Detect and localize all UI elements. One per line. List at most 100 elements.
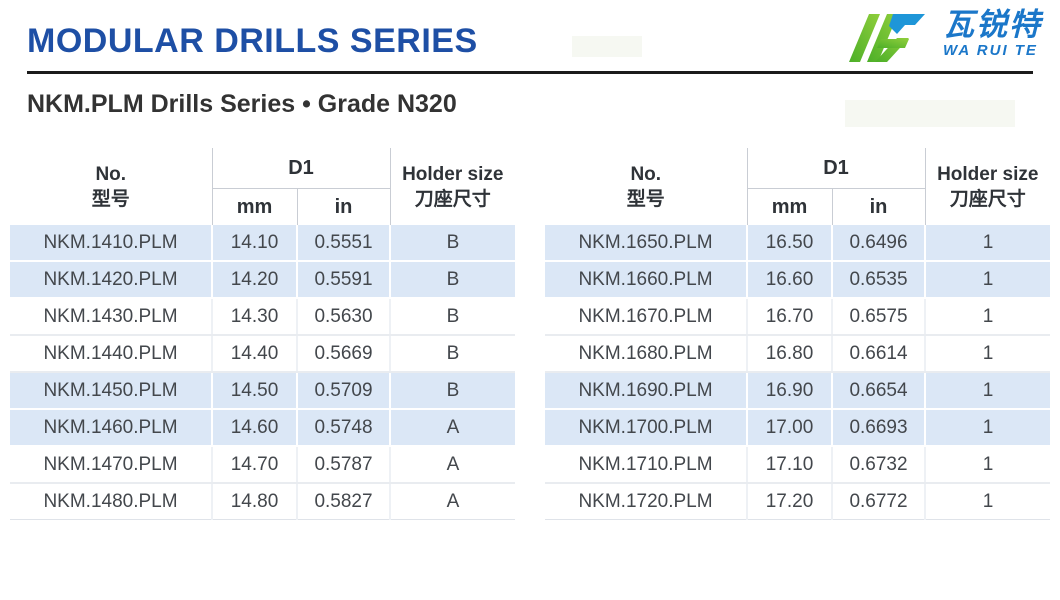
cell-mm: 17.00: [746, 409, 832, 447]
brand-logo-text: 瓦锐特 WA RUI TE: [943, 8, 1042, 60]
cell-no: NKM.1410.PLM: [10, 225, 212, 262]
cell-holder: 1: [924, 372, 1051, 410]
brand-name-english: WA RUI TE: [943, 42, 1038, 59]
series-subtitle: NKM.PLM Drills Series • Grade N320: [27, 90, 457, 118]
header-holder-en: Holder size: [402, 163, 504, 185]
cell-no: NKM.1660.PLM: [545, 261, 747, 299]
table-row: NKM.1470.PLM 14.70 0.5787 A: [10, 446, 516, 484]
cell-holder: 1: [924, 483, 1051, 520]
table-row: NKM.1480.PLM 14.80 0.5827 A: [10, 483, 516, 520]
table-row: NKM.1720.PLM 17.20 0.6772 1: [545, 483, 1051, 520]
cell-mm: 16.70: [746, 298, 832, 336]
cell-holder: B: [389, 298, 516, 336]
table-row: NKM.1700.PLM 17.00 0.6693 1: [545, 409, 1051, 447]
cell-no: NKM.1440.PLM: [10, 335, 212, 373]
header-holder-cn: 刀座尺寸: [414, 188, 491, 210]
brand-logo: 瓦锐特 WA RUI TE: [847, 8, 1042, 64]
cell-mm: 17.20: [746, 483, 832, 520]
cell-no: NKM.1480.PLM: [10, 483, 212, 520]
cell-in: 0.5709: [295, 372, 391, 410]
cell-in: 0.6772: [830, 483, 926, 520]
table-body: NKM.1410.PLM 14.10 0.5551 B NKM.1420.PLM 14.2…: [10, 225, 516, 520]
cell-no: NKM.1470.PLM: [10, 446, 212, 484]
table-row: NKM.1680.PLM 16.80 0.6614 1: [545, 335, 1051, 373]
cell-mm: 14.30: [211, 298, 297, 336]
cell-holder: B: [389, 372, 516, 410]
column-header-d1: D1: [212, 148, 391, 189]
header-holder-cn: 刀座尺寸: [949, 188, 1026, 210]
spec-table-right: No. 型号 D1 Holder size 刀座尺寸 mm in NKM.165…: [545, 148, 1051, 520]
table-body: NKM.1650.PLM 16.50 0.6496 1 NKM.1660.PLM 16.6…: [545, 225, 1051, 520]
column-header-no: No. 型号: [545, 148, 748, 225]
cell-in: 0.5591: [295, 261, 391, 299]
cell-in: 0.6732: [830, 446, 926, 484]
cell-mm: 14.50: [211, 372, 297, 410]
cell-no: NKM.1680.PLM: [545, 335, 747, 373]
cell-mm: 16.90: [746, 372, 832, 410]
cell-no: NKM.1710.PLM: [545, 446, 747, 484]
page-title: MODULAR DRILLS SERIES: [27, 22, 478, 60]
faint-watermark-block: [572, 36, 642, 57]
header-no-en: No.: [630, 163, 662, 185]
column-header-in: in: [831, 188, 926, 225]
cell-in: 0.5551: [295, 225, 391, 262]
cell-mm: 17.10: [746, 446, 832, 484]
cell-mm: 16.80: [746, 335, 832, 373]
header-no-cn: 型号: [626, 188, 665, 210]
header-no-cn: 型号: [91, 188, 130, 210]
header-holder-en: Holder size: [937, 163, 1039, 185]
table-row: NKM.1670.PLM 16.70 0.6575 1: [545, 298, 1051, 336]
cell-holder: A: [389, 409, 516, 447]
cell-in: 0.5669: [295, 335, 391, 373]
column-header-in: in: [296, 188, 391, 225]
cell-in: 0.6693: [830, 409, 926, 447]
column-header-mm: mm: [212, 188, 297, 225]
cell-mm: 16.60: [746, 261, 832, 299]
table-row: NKM.1440.PLM 14.40 0.5669 B: [10, 335, 516, 373]
cell-no: NKM.1690.PLM: [545, 372, 747, 410]
cell-in: 0.6654: [830, 372, 926, 410]
table-row: NKM.1690.PLM 16.90 0.6654 1: [545, 372, 1051, 410]
brand-logo-icon: [849, 14, 925, 62]
cell-no: NKM.1700.PLM: [545, 409, 747, 447]
cell-no: NKM.1430.PLM: [10, 298, 212, 336]
table-row: NKM.1420.PLM 14.20 0.5591 B: [10, 261, 516, 299]
column-header-holder: Holder size 刀座尺寸: [924, 148, 1051, 225]
column-header-mm: mm: [747, 188, 832, 225]
cell-holder: A: [389, 483, 516, 520]
cell-no: NKM.1450.PLM: [10, 372, 212, 410]
cell-no: NKM.1720.PLM: [545, 483, 747, 520]
cell-mm: 14.40: [211, 335, 297, 373]
cell-in: 0.6496: [830, 225, 926, 262]
table-row: NKM.1710.PLM 17.10 0.6732 1: [545, 446, 1051, 484]
table-row: NKM.1430.PLM 14.30 0.5630 B: [10, 298, 516, 336]
cell-in: 0.6535: [830, 261, 926, 299]
cell-mm: 14.70: [211, 446, 297, 484]
cell-mm: 14.20: [211, 261, 297, 299]
cell-no: NKM.1670.PLM: [545, 298, 747, 336]
cell-holder: 1: [924, 446, 1051, 484]
cell-holder: 1: [924, 409, 1051, 447]
cell-in: 0.5630: [295, 298, 391, 336]
cell-holder: 1: [924, 225, 1051, 262]
column-header-d1: D1: [747, 148, 926, 189]
cell-no: NKM.1460.PLM: [10, 409, 212, 447]
cell-in: 0.5787: [295, 446, 391, 484]
column-header-no: No. 型号: [10, 148, 213, 225]
table-header: No. 型号 D1 Holder size 刀座尺寸 mm in: [10, 148, 516, 225]
cell-holder: B: [389, 225, 516, 262]
cell-in: 0.6575: [830, 298, 926, 336]
header-no-en: No.: [95, 163, 127, 185]
table-header: No. 型号 D1 Holder size 刀座尺寸 mm in: [545, 148, 1051, 225]
faint-watermark-block: [845, 100, 1015, 127]
cell-holder: B: [389, 335, 516, 373]
table-row: NKM.1410.PLM 14.10 0.5551 B: [10, 225, 516, 262]
cell-mm: 14.80: [211, 483, 297, 520]
spec-table-left: No. 型号 D1 Holder size 刀座尺寸 mm in NKM.141…: [10, 148, 516, 520]
column-header-holder: Holder size 刀座尺寸: [389, 148, 516, 225]
cell-holder: 1: [924, 261, 1051, 299]
table-row: NKM.1650.PLM 16.50 0.6496 1: [545, 225, 1051, 262]
cell-in: 0.5827: [295, 483, 391, 520]
cell-mm: 14.10: [211, 225, 297, 262]
cell-no: NKM.1420.PLM: [10, 261, 212, 299]
